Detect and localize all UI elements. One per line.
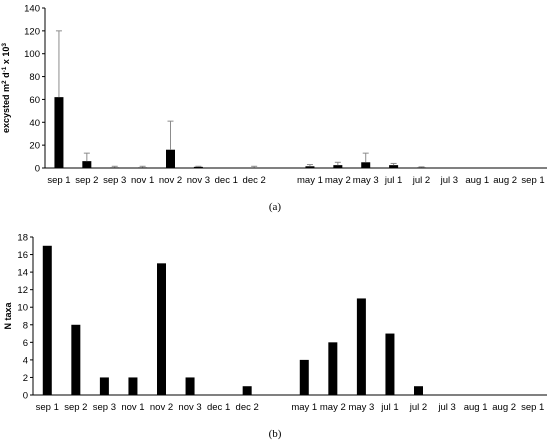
bar	[417, 167, 426, 168]
bar	[82, 161, 92, 168]
x-tick-label: nov 3	[178, 402, 201, 413]
y-tick-label: 18	[17, 233, 28, 244]
x-tick-label: sep 1	[36, 402, 59, 413]
x-tick-label: nov 2	[159, 175, 182, 186]
bar	[385, 333, 395, 395]
y-tick-label: 6	[23, 338, 28, 349]
bar	[356, 298, 366, 395]
bar	[389, 165, 399, 168]
y-tick-label: 120	[24, 26, 40, 37]
x-tick-label: jul 1	[380, 402, 398, 413]
x-tick-label: nov 3	[187, 175, 210, 186]
bar	[185, 377, 195, 395]
y-tick-label: 140	[24, 4, 40, 15]
y-tick-label: 0	[35, 164, 40, 175]
x-tick-label: dec 1	[207, 402, 230, 413]
x-tick-label: may 1	[291, 402, 317, 413]
bar	[299, 359, 309, 395]
y-axis-title-superscript: -1	[1, 66, 8, 72]
y-tick-label: 8	[23, 320, 28, 331]
bar	[305, 166, 315, 168]
y-axis-title-superscript: 3	[1, 43, 8, 47]
y-axis-title-part: excysted m	[1, 84, 11, 133]
y-axis-title: excysted m2 d-1 x 103	[1, 43, 12, 133]
y-tick-label: 60	[29, 95, 40, 106]
bar	[42, 245, 52, 395]
x-tick-label: dec 2	[243, 175, 266, 186]
y-axis-title-part: x 10	[1, 47, 11, 67]
x-tick-label: may 3	[353, 175, 379, 186]
x-tick-label: aug 1	[465, 175, 489, 186]
y-tick-label: 2	[23, 373, 28, 384]
bar	[166, 149, 175, 168]
y-tick-label: 100	[24, 49, 40, 60]
x-tick-label: sep 2	[64, 402, 87, 413]
bar	[193, 166, 203, 168]
x-tick-label: sep 3	[93, 402, 116, 413]
bar	[54, 97, 64, 168]
y-axis-title: N taxa	[3, 302, 13, 330]
y-tick-label: 40	[29, 118, 40, 129]
y-tick-label: 20	[29, 141, 40, 152]
x-tick-label: sep 1	[521, 175, 544, 186]
y-tick-label: 12	[17, 285, 28, 296]
chart-panel-b: 0 2 4 6 8 10 12 14 16 18 sep 1 sep 2 sep 3 nov 1 nov 2…	[3, 233, 547, 440]
y-tick-label: 4	[23, 355, 28, 366]
bar	[333, 165, 343, 168]
chart-panel-a: 0 20 40 60 80 100 120 140 sep 1 sep 2 sep 3 nov 1 no…	[1, 4, 547, 213]
bar	[242, 386, 252, 395]
x-tick-label: may 1	[297, 175, 323, 186]
x-tick-label: sep 1	[521, 402, 544, 413]
bar	[99, 377, 109, 395]
y-tick-label: 80	[29, 72, 40, 83]
y-tick-label: 0	[23, 391, 28, 402]
bar	[361, 162, 371, 168]
x-tick-label: sep 1	[47, 175, 70, 186]
x-tick-label: nov 2	[150, 402, 173, 413]
x-tick-label: dec 1	[215, 175, 238, 186]
x-tick-label: aug 1	[464, 402, 488, 413]
bar	[328, 342, 338, 395]
y-tick-label: 14	[17, 268, 28, 279]
y-tick-label: 10	[17, 303, 28, 314]
x-tick-label: may 2	[320, 402, 346, 413]
x-tick-label: jul 3	[437, 402, 455, 413]
x-tick-label: jul 3	[440, 175, 458, 186]
x-tick-label: dec 2	[236, 402, 259, 413]
x-tick-label: may 2	[325, 175, 351, 186]
bar	[414, 386, 423, 395]
x-tick-label: sep 2	[75, 175, 98, 186]
bar	[128, 377, 138, 395]
x-tick-label: aug 2	[492, 402, 516, 413]
x-tick-label: jul 2	[412, 175, 430, 186]
x-tick-label: sep 3	[103, 175, 126, 186]
bar	[71, 324, 81, 395]
x-tick-label: nov 1	[131, 175, 154, 186]
y-axis-title-superscript: 2	[1, 80, 8, 84]
y-axis-title-part: d	[1, 72, 11, 80]
x-tick-label: aug 2	[493, 175, 517, 186]
y-tick-label: 16	[17, 250, 28, 261]
bar	[157, 263, 166, 395]
x-tick-label: nov 1	[121, 402, 144, 413]
bar	[138, 167, 148, 168]
bar	[110, 167, 120, 168]
x-tick-label: may 3	[348, 402, 374, 413]
x-tick-label: jul 1	[384, 175, 402, 186]
x-tick-label: jul 2	[409, 402, 427, 413]
panel-label: (a)	[269, 201, 282, 213]
panel-label: (b)	[269, 428, 282, 440]
